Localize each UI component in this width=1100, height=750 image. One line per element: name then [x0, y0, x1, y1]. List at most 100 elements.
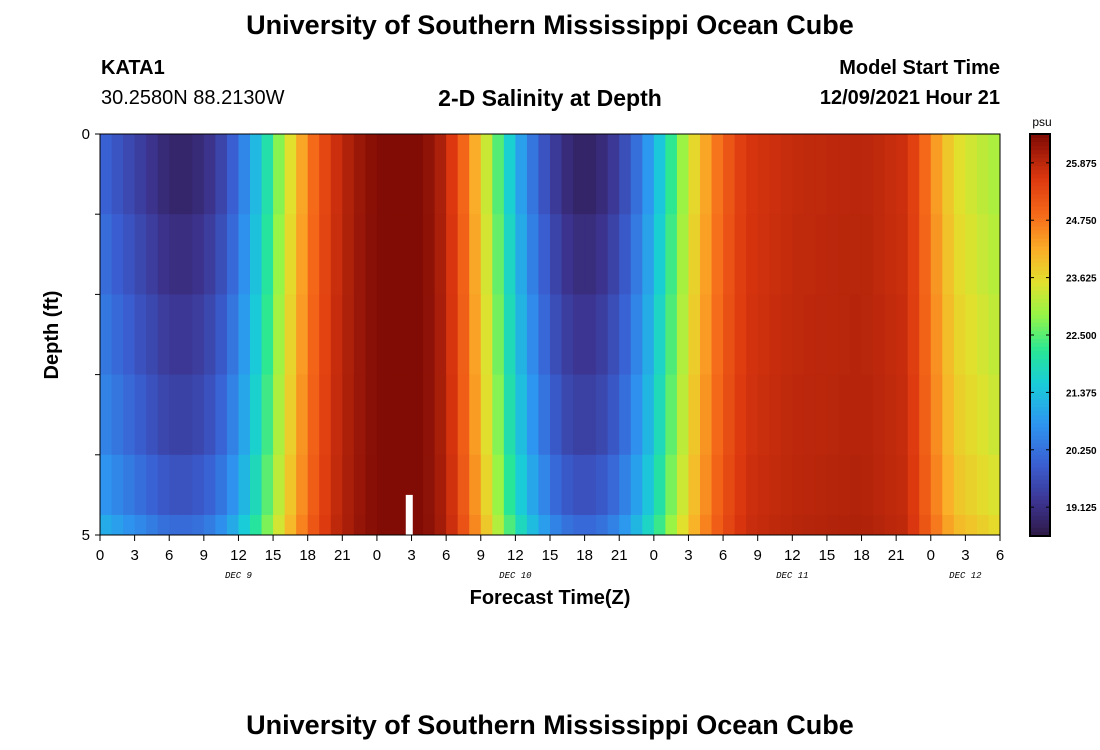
heatmap-cell — [619, 514, 632, 535]
heatmap-cell — [942, 294, 955, 376]
heatmap-cell — [746, 294, 759, 376]
heatmap-cell — [826, 514, 840, 535]
colorbar-segment — [1030, 507, 1050, 513]
colorbar-segment — [1030, 447, 1050, 453]
heatmap-cell — [803, 454, 816, 516]
heatmap-cell — [596, 454, 609, 516]
heatmap-cell — [711, 214, 724, 295]
heatmap-cell — [538, 134, 551, 215]
heatmap-cell — [123, 454, 136, 516]
heatmap-cell — [192, 294, 205, 376]
colorbar-segment — [1030, 423, 1050, 429]
heatmap-cell — [342, 514, 355, 535]
x-tick-label: 6 — [996, 547, 1004, 564]
heatmap-cell — [526, 454, 540, 516]
colorbar-segment — [1030, 190, 1050, 195]
colorbar-segment — [1030, 178, 1050, 183]
heatmap-cell — [896, 454, 909, 516]
x-tick-label: 21 — [334, 547, 351, 564]
heatmap-cell — [884, 454, 897, 516]
colorbar-segment — [1030, 479, 1050, 485]
heatmap-cell — [388, 454, 401, 516]
heatmap-cell — [850, 454, 863, 516]
heatmap-cell — [930, 294, 943, 376]
heatmap-cell — [630, 134, 643, 215]
day-label: DEC 9 — [225, 571, 253, 581]
heatmap-cell — [907, 374, 920, 456]
heatmap-cell — [838, 454, 851, 516]
heatmap-cell — [180, 294, 193, 376]
heatmap-cell — [180, 134, 193, 215]
heatmap-cell — [653, 514, 666, 535]
colorbar-segment — [1030, 371, 1050, 376]
heatmap-cell — [503, 214, 516, 295]
heatmap-cell — [503, 454, 516, 516]
heatmap-cell — [792, 514, 805, 535]
heatmap-cell — [469, 214, 482, 295]
colorbar-segment — [1030, 407, 1050, 412]
heatmap-cell — [919, 134, 932, 215]
heatmap-cell — [157, 134, 170, 215]
heatmap-cell — [711, 454, 724, 516]
colorbar-segment — [1030, 375, 1050, 380]
heatmap-cell — [503, 514, 516, 535]
heatmap-cell — [376, 514, 390, 535]
colorbar-segment — [1030, 491, 1050, 497]
heatmap-cell — [423, 214, 436, 295]
day-label: DEC 11 — [776, 571, 808, 581]
heatmap-cell — [676, 134, 690, 215]
heatmap-cell — [469, 374, 482, 456]
station-coordinates: 30.2580N 88.2130W — [101, 87, 285, 109]
heatmap-cell — [157, 514, 170, 535]
heatmap-cell — [203, 454, 216, 516]
heatmap-cell — [457, 374, 470, 456]
colorbar-segment — [1030, 194, 1050, 199]
heatmap-cell — [480, 454, 493, 516]
heatmap-cell — [180, 514, 193, 535]
heatmap-cell — [711, 134, 724, 215]
heatmap-cell — [930, 134, 943, 215]
heatmap-cell — [665, 214, 678, 295]
y-axis: 05 — [82, 126, 100, 544]
heatmap-cell — [307, 514, 320, 535]
colorbar-segment — [1030, 274, 1050, 280]
heatmap-cell — [226, 514, 240, 535]
heatmap-cell — [296, 134, 309, 215]
heatmap-cell — [873, 514, 886, 535]
colorbar-segment — [1030, 162, 1050, 167]
heatmap-cell — [111, 374, 124, 456]
x-tick-label: 21 — [611, 547, 628, 564]
heatmap-cell — [780, 454, 793, 516]
heatmap-cell — [376, 454, 390, 516]
x-tick-label: 15 — [819, 547, 836, 564]
heatmap-cell — [769, 134, 782, 215]
heatmap-cell — [538, 454, 551, 516]
heatmap-cell — [676, 214, 690, 295]
heatmap-cell — [607, 214, 620, 295]
colorbar-segment — [1030, 206, 1050, 211]
heatmap-cell — [653, 214, 666, 295]
heatmap-cell — [226, 454, 240, 516]
heatmap-cell — [203, 374, 216, 456]
heatmap-cell — [700, 134, 713, 215]
heatmap-cell — [330, 214, 343, 295]
heatmap-cell — [723, 454, 736, 516]
heatmap-cell — [423, 294, 436, 376]
heatmap-cell — [942, 214, 955, 295]
heatmap-cell — [757, 214, 770, 295]
heatmap-cell — [607, 134, 620, 215]
colorbar-tick-label: 25.875 — [1066, 159, 1097, 170]
heatmap-cell — [273, 214, 286, 295]
colorbar-segment — [1030, 170, 1050, 175]
heatmap-cell — [965, 134, 978, 215]
heatmap-cell — [561, 454, 574, 516]
heatmap-cell — [838, 134, 851, 215]
heatmap-cell — [388, 134, 401, 215]
colorbar-segment — [1030, 146, 1050, 151]
colorbar-segment — [1030, 515, 1050, 521]
heatmap-cell — [192, 214, 205, 295]
heatmap-cell — [619, 294, 632, 376]
heatmap-cell — [630, 374, 643, 456]
heatmap-cell — [250, 134, 263, 215]
heatmap-cell — [365, 514, 378, 535]
